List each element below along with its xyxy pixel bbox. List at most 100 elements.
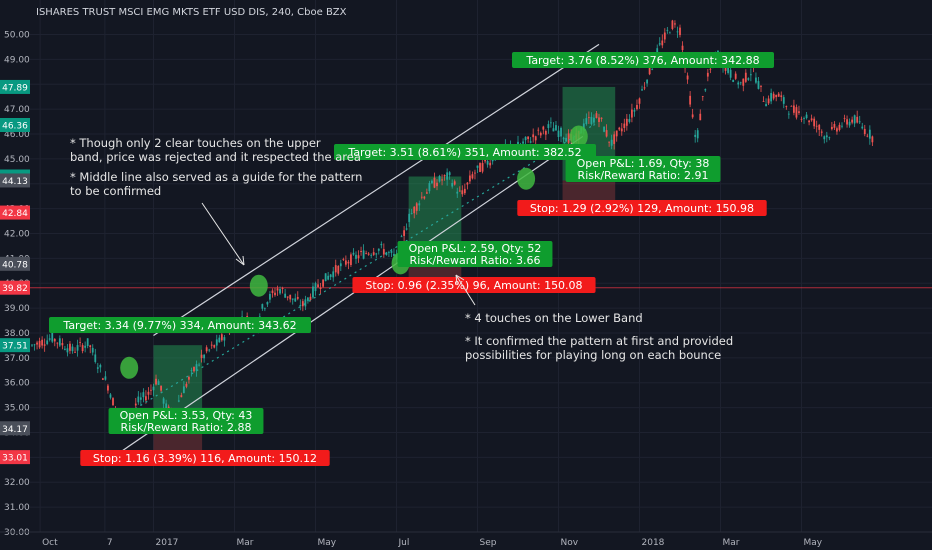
candle-body: [555, 125, 557, 131]
open-pnl-text: Open P&L: 2.59, Qty: 52: [409, 242, 542, 255]
annotation-arrows[interactable]: [201, 202, 476, 306]
candle-body: [699, 113, 702, 121]
candle-body: [744, 72, 747, 82]
price-label-bg: [0, 117, 30, 132]
candle-body: [760, 85, 762, 87]
candle-body: [676, 31, 679, 33]
candle-body: [362, 250, 365, 259]
middle-channel-line[interactable]: [124, 123, 596, 416]
candle-body: [281, 287, 284, 289]
candle-body: [319, 287, 322, 289]
candle-body: [91, 347, 94, 353]
annotation-text[interactable]: * Though only 2 clear touches on the upp…: [70, 136, 361, 164]
candle-body: [203, 354, 206, 359]
candle-body: [86, 338, 89, 347]
x-tick-label: Oct: [42, 538, 58, 548]
candle-body: [276, 288, 279, 291]
candle-body: [304, 299, 307, 307]
candle-body: [542, 126, 545, 130]
candle-body: [269, 293, 271, 300]
candle-body: [638, 98, 641, 104]
candle-body: [152, 386, 155, 391]
annotation-text[interactable]: * Middle line also served as a guide for…: [70, 170, 362, 198]
annotation-text[interactable]: * 4 touches on the Lower Band: [465, 311, 643, 325]
target-label-bg: [512, 52, 774, 68]
candle-body: [605, 130, 608, 137]
chart-title: ISHARES TRUST MSCI EMG MKTS ETF USD DIS,…: [36, 7, 347, 18]
y-tick-label: 50.00: [4, 30, 30, 40]
candle-body: [651, 69, 654, 70]
candle-body: [210, 344, 213, 346]
candle-body: [71, 346, 74, 352]
candle-body: [380, 243, 383, 246]
candle-body: [33, 344, 36, 346]
candle-body: [301, 301, 304, 307]
arrow-head: [235, 255, 245, 266]
candle-body: [562, 137, 565, 140]
candle-body: [593, 117, 595, 123]
candle-body: [139, 397, 142, 400]
candle-body: [76, 345, 79, 351]
open-pnl-bg: [565, 156, 721, 182]
candle-body: [694, 134, 697, 137]
target-label-text: Target: 3.51 (8.61%) 351, Amount: 382.52: [347, 146, 581, 159]
y-tick-label: 47.00: [4, 105, 30, 115]
upper-channel-line[interactable]: [153, 43, 600, 336]
annotation-text[interactable]: * It confirmed the pattern at first and …: [465, 334, 733, 362]
lower-channel-line[interactable]: [108, 135, 584, 461]
candle-body: [309, 296, 312, 301]
x-tick-label: 2018: [642, 538, 665, 548]
candle-body: [709, 68, 712, 70]
touch-marker[interactable]: [120, 356, 139, 379]
position-tool[interactable]: [408, 176, 462, 288]
candle-body: [587, 117, 590, 119]
candle-body: [332, 271, 335, 278]
candle-body: [848, 121, 851, 126]
candle-body: [782, 97, 785, 104]
y-tick-label: 32.00: [4, 478, 30, 488]
price-label: 33.01: [2, 454, 28, 464]
price-label: 42.84: [2, 209, 28, 219]
touch-marker[interactable]: [569, 125, 588, 148]
candle-body: [861, 126, 864, 129]
candle-body: [360, 251, 362, 252]
price-label: 40.78: [2, 260, 28, 270]
candle-body: [56, 342, 59, 344]
candle-body: [289, 294, 292, 300]
candle-body: [162, 398, 165, 404]
candle-body: [112, 398, 114, 406]
candle-body: [567, 133, 570, 143]
candle-body: [43, 344, 46, 346]
touch-marker[interactable]: [249, 274, 268, 297]
candle-body: [107, 385, 109, 391]
candle-body: [405, 228, 408, 230]
candle-body: [532, 134, 535, 138]
x-tick-label: Sep: [480, 538, 497, 548]
touch-marker[interactable]: [517, 167, 536, 190]
candle-body: [858, 121, 861, 123]
candle-body: [79, 342, 81, 343]
candle-body: [686, 75, 689, 80]
y-tick-label: 30.00: [4, 528, 30, 538]
price-label: 44.13: [2, 177, 28, 187]
candle-body: [798, 111, 800, 113]
candle-body: [420, 196, 423, 198]
candle-body: [476, 165, 479, 168]
candle-body: [188, 377, 190, 380]
candle-body: [415, 203, 418, 211]
candle-body: [296, 296, 299, 299]
candle-body: [223, 337, 226, 341]
candle-body: [691, 114, 694, 118]
candle-body: [727, 66, 729, 73]
candle-body: [557, 130, 560, 138]
candle-body: [200, 354, 203, 359]
candle-body: [441, 179, 443, 181]
candle-body: [425, 192, 428, 194]
candle-body: [565, 137, 567, 142]
candle-body: [466, 182, 469, 185]
candle-body: [339, 263, 342, 267]
candle-body: [818, 124, 821, 130]
candle-body: [342, 259, 345, 260]
